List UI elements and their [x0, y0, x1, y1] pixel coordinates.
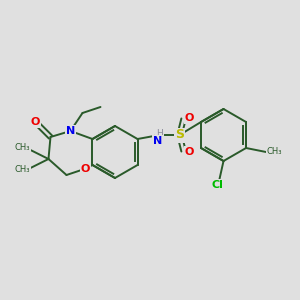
Text: CH₃: CH₃ [266, 148, 282, 157]
Text: O: O [81, 164, 90, 174]
Text: O: O [31, 117, 40, 127]
Text: N: N [153, 136, 162, 146]
Text: N: N [66, 126, 75, 136]
Text: S: S [175, 128, 184, 142]
Text: H: H [156, 130, 163, 139]
Text: O: O [185, 147, 194, 157]
Text: Cl: Cl [212, 180, 224, 190]
Text: CH₃: CH₃ [15, 166, 30, 175]
Text: O: O [185, 113, 194, 123]
Text: CH₃: CH₃ [15, 143, 30, 152]
